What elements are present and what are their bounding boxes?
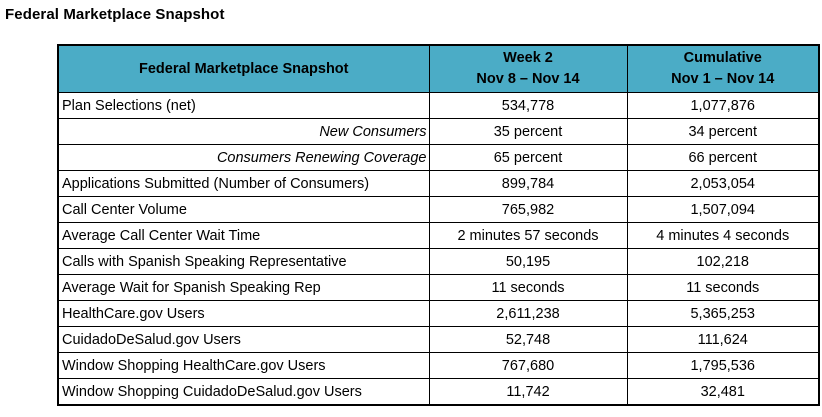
table-row: Average Wait for Spanish Speaking Rep 11… [57,274,820,301]
row-cumulative-value: 66 percent [626,144,820,171]
table-header: Federal Marketplace Snapshot Week 2 Nov … [57,44,820,93]
row-label: Calls with Spanish Speaking Representati… [57,248,430,275]
row-label: Window Shopping HealthCare.gov Users [57,352,430,379]
row-label: Applications Submitted (Number of Consum… [57,170,430,197]
table-row: CuidadoDeSalud.gov Users 52,748 111,624 [57,326,820,353]
row-week2-value: 11 seconds [428,274,628,301]
header-week2-line2: Nov 8 – Nov 14 [476,71,580,87]
row-week2-value: 11,742 [428,378,628,406]
row-label: Average Wait for Spanish Speaking Rep [57,274,430,301]
row-week2-value: 2,611,238 [428,300,628,327]
table-row: Applications Submitted (Number of Consum… [57,170,820,197]
table-row: Plan Selections (net) 534,778 1,077,876 [57,92,820,119]
row-label: CuidadoDeSalud.gov Users [57,326,430,353]
table-row: Average Call Center Wait Time 2 minutes … [57,222,820,249]
row-week2-value: 2 minutes 57 seconds [428,222,628,249]
table-body: Plan Selections (net) 534,778 1,077,876 … [57,92,820,406]
row-week2-value: 767,680 [428,352,628,379]
row-label: HealthCare.gov Users [57,300,430,327]
row-week2-value: 35 percent [428,118,628,145]
header-cell-cumulative: Cumulative Nov 1 – Nov 14 [626,44,820,93]
header-title-text: Federal Marketplace Snapshot [138,60,349,77]
header-cell-title: Federal Marketplace Snapshot [57,44,430,93]
row-week2-value: 50,195 [428,248,628,275]
row-week2-value: 65 percent [428,144,628,171]
row-week2-value: 765,982 [428,196,628,223]
row-cumulative-value: 32,481 [626,378,820,406]
table-row: New Consumers 35 percent 34 percent [57,118,820,145]
table-row: Consumers Renewing Coverage 65 percent 6… [57,144,820,171]
header-cell-week2: Week 2 Nov 8 – Nov 14 [428,44,628,93]
row-label: New Consumers [57,118,430,145]
table-row: Call Center Volume 765,982 1,507,094 [57,196,820,223]
row-cumulative-value: 1,077,876 [626,92,820,119]
header-week2-line1: Week 2 [503,50,553,66]
row-cumulative-value: 5,365,253 [626,300,820,327]
row-week2-value: 534,778 [428,92,628,119]
row-cumulative-value: 4 minutes 4 seconds [626,222,820,249]
row-label: Window Shopping CuidadoDeSalud.gov Users [57,378,430,406]
row-cumulative-value: 2,053,054 [626,170,820,197]
table-row: Window Shopping HealthCare.gov Users 767… [57,352,820,379]
row-label: Consumers Renewing Coverage [57,144,430,171]
row-label: Average Call Center Wait Time [57,222,430,249]
marketplace-snapshot-table: Federal Marketplace Snapshot Week 2 Nov … [57,44,820,406]
header-cumulative-line1: Cumulative [683,50,762,66]
row-cumulative-value: 34 percent [626,118,820,145]
row-cumulative-value: 111,624 [626,326,820,353]
header-cumulative-line2: Nov 1 – Nov 14 [671,71,775,87]
table-header-row: Federal Marketplace Snapshot Week 2 Nov … [57,44,820,93]
row-cumulative-value: 102,218 [626,248,820,275]
row-label: Call Center Volume [57,196,430,223]
row-cumulative-value: 1,795,536 [626,352,820,379]
table-row: HealthCare.gov Users 2,611,238 5,365,253 [57,300,820,327]
table-row: Window Shopping CuidadoDeSalud.gov Users… [57,378,820,406]
table-row: Calls with Spanish Speaking Representati… [57,248,820,275]
row-cumulative-value: 1,507,094 [626,196,820,223]
row-label: Plan Selections (net) [57,92,430,119]
page-title: Federal Marketplace Snapshot [5,6,225,23]
row-week2-value: 899,784 [428,170,628,197]
row-cumulative-value: 11 seconds [626,274,820,301]
row-week2-value: 52,748 [428,326,628,353]
